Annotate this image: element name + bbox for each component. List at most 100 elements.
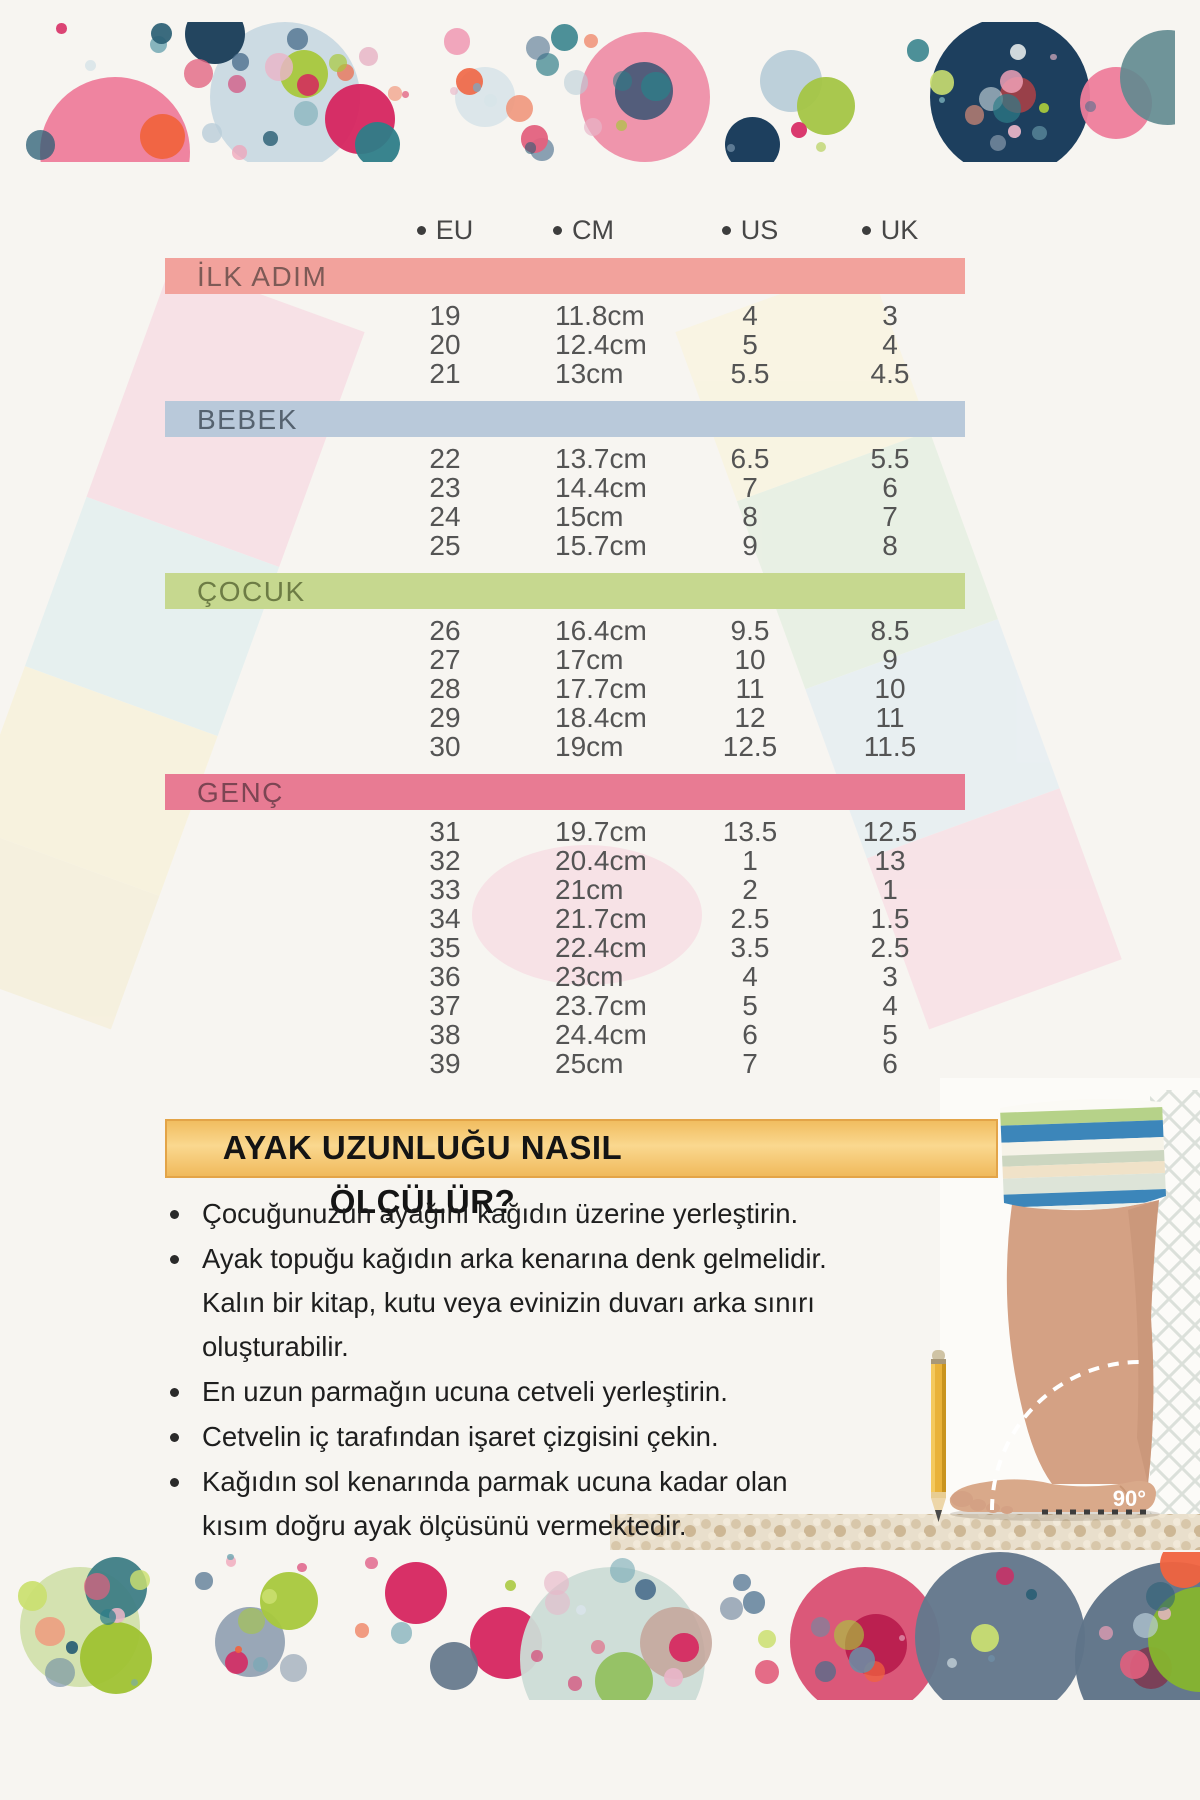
decorative-dot — [530, 1650, 543, 1662]
decorative-dot — [610, 1558, 636, 1583]
section-rows: 19 11.8cm 4 3 20 12.4cm 5 4 21 13cm 5.5 4.5 — [165, 301, 965, 388]
decorative-dot — [544, 1570, 569, 1596]
decorative-dot — [224, 1651, 248, 1675]
column-header-cm: CM — [550, 215, 700, 246]
uk-value: 8.5 — [870, 615, 910, 646]
decorative-dot — [525, 35, 550, 60]
decorative-dot — [293, 101, 319, 126]
us-value: 13.5 — [722, 816, 778, 847]
decorative-dot — [355, 122, 400, 162]
decorative-dot — [140, 114, 185, 159]
decorative-dot — [484, 94, 498, 108]
us-value: 2 — [742, 874, 758, 905]
decorative-dot — [505, 94, 533, 122]
eu-value: 19 — [429, 300, 461, 331]
decorative-dot — [365, 1556, 378, 1570]
uk-value: 9 — [882, 644, 898, 675]
decorative-dot — [402, 91, 409, 98]
table-row: 28 17.7cm 11 10 — [165, 674, 965, 703]
decorative-dot — [253, 1656, 269, 1672]
decorative-dot — [938, 97, 945, 104]
table-row: 25 15.7cm 9 8 — [165, 531, 965, 560]
decorative-dot — [1120, 1649, 1150, 1679]
decorative-dot — [834, 1620, 864, 1650]
us-value: 7 — [742, 472, 758, 503]
uk-value: 5.5 — [870, 443, 910, 474]
decorative-dot — [1132, 1612, 1159, 1639]
decorative-dots-bottom — [0, 1552, 1200, 1700]
decorative-dot — [742, 1591, 766, 1614]
instruction-item: Çocuğunuzun ayağını kağıdın üzerine yerl… — [158, 1192, 834, 1236]
decorative-dot — [297, 74, 320, 97]
decorative-dot — [790, 121, 807, 138]
section-header-3: ÇOCUK — [165, 573, 965, 609]
table-row: 38 24.4cm 6 5 — [165, 1020, 965, 1049]
eu-value: 26 — [429, 615, 461, 646]
uk-value: 11 — [875, 702, 905, 733]
us-value: 11 — [735, 673, 765, 704]
decorative-dot — [80, 1622, 152, 1694]
table-row: 30 19cm 12.5 11.5 — [165, 732, 965, 761]
cm-value: 23.7cm — [555, 990, 647, 1021]
decorative-dot — [564, 70, 589, 95]
column-header-uk: UK — [840, 215, 940, 246]
decorative-dot — [612, 71, 633, 91]
decorative-dot — [575, 1604, 586, 1616]
decorative-dot — [391, 1622, 413, 1644]
decorative-dot — [237, 1607, 265, 1635]
decorative-dot — [227, 75, 246, 93]
eu-value: 29 — [429, 702, 461, 733]
decorative-dot — [354, 1623, 370, 1638]
uk-value: 12.5 — [862, 816, 918, 847]
table-row: 21 13cm 5.5 4.5 — [165, 359, 965, 388]
uk-value: 3 — [882, 300, 898, 331]
instruction-item: En uzun parmağın ucuna cetveli yerleştir… — [158, 1370, 834, 1414]
uk-value: 4.5 — [870, 358, 910, 389]
us-value: 2.5 — [730, 903, 770, 934]
uk-value: 4 — [882, 990, 898, 1021]
decorative-dot — [1084, 100, 1097, 113]
carpet-strip — [610, 1514, 1200, 1550]
table-row: 23 14.4cm 7 6 — [165, 473, 965, 502]
v-watermark-tip — [472, 845, 702, 985]
decorative-dot — [898, 1634, 905, 1642]
decorative-dot — [669, 1633, 699, 1663]
decorative-dot — [906, 38, 930, 62]
decorative-dots-top — [25, 22, 1175, 162]
decorative-dot — [583, 117, 602, 136]
bullet-icon — [416, 226, 426, 235]
us-value: 5 — [742, 329, 758, 360]
table-row: 19 11.8cm 4 3 — [165, 301, 965, 330]
decorative-dot — [231, 53, 250, 71]
decorative-dot — [297, 1562, 307, 1573]
us-value: 4 — [742, 300, 758, 331]
uk-value: 11.5 — [863, 731, 917, 762]
uk-value: 10 — [874, 673, 906, 704]
us-value: 5.5 — [730, 358, 770, 389]
table-row: 33 21cm 2 1 — [165, 875, 965, 904]
cm-value: 21cm — [555, 874, 624, 905]
table-row: 22 13.7cm 6.5 5.5 — [165, 444, 965, 473]
eu-value: 39 — [429, 1048, 461, 1079]
decorative-dot — [443, 28, 471, 55]
cm-value: 12.4cm — [555, 329, 647, 360]
decorative-dot — [184, 58, 213, 88]
us-value: 6 — [742, 1019, 758, 1050]
decorative-dot — [279, 1654, 307, 1682]
decorative-dot — [1025, 1589, 1037, 1600]
decorative-dot — [727, 144, 736, 153]
decorative-dot — [1038, 103, 1049, 114]
decorative-dot — [201, 123, 222, 144]
eu-value: 27 — [429, 644, 461, 675]
decorative-dot — [387, 86, 403, 101]
size-chart-table: EU CM US UK İLK ADIM 19 11.8cm 4 3 20 12.4cm 5 4 21 1… — [165, 190, 965, 1078]
cm-value: 15cm — [555, 501, 624, 532]
instruction-item: Cetvelin iç tarafından işaret çizgisini … — [158, 1415, 834, 1459]
us-value: 8 — [742, 501, 758, 532]
column-label: UK — [880, 215, 919, 245]
column-label: EU — [435, 215, 474, 245]
pencil-icon — [931, 1350, 946, 1522]
decorative-dot — [720, 1597, 744, 1620]
decorative-dot — [551, 23, 578, 51]
decorative-dot — [641, 71, 671, 102]
